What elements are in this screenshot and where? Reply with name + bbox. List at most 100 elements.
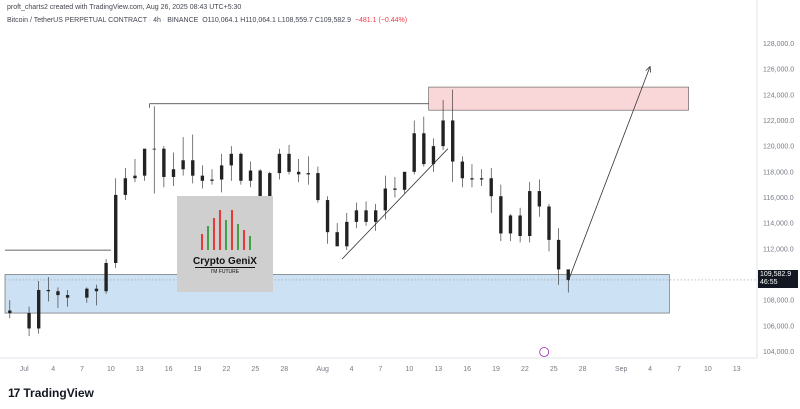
y-tick-label: 126,000.0 [763, 67, 794, 74]
rising-trendline [341, 148, 449, 260]
x-tick-label: 7 [379, 366, 383, 373]
candle-down [46, 289, 51, 292]
symbol-interval[interactable]: 4h [153, 17, 161, 24]
y-tick-label: 118,000.0 [763, 169, 794, 176]
y-tick-label: 106,000.0 [763, 323, 794, 330]
x-tick-label: 7 [80, 366, 84, 373]
candle-countdown: 46:55 [760, 279, 778, 286]
event-marker-icon [539, 347, 550, 357]
y-tick-label: 108,000.0 [763, 298, 794, 305]
x-tick-label: Sep [615, 366, 628, 373]
candle-down [499, 196, 503, 234]
separator-dot: · [148, 17, 154, 24]
candle-down [162, 148, 166, 177]
x-tick-label: 16 [165, 366, 173, 373]
symbol-exchange: BINANCE [167, 17, 199, 24]
candle-up [268, 173, 272, 203]
candle-up [152, 148, 156, 150]
x-tick-label: 16 [463, 366, 471, 373]
price-change: −481.1 (−0.44%) [354, 17, 408, 24]
x-tick-label: 28 [280, 366, 288, 373]
y-tick-label: 112,000.0 [763, 246, 794, 253]
candle-down [258, 170, 262, 203]
watermark-logo: Crypto GeniX I'M FUTURE [177, 196, 273, 292]
x-tick-label: 7 [677, 366, 681, 373]
candle-down [556, 239, 561, 270]
x-tick-label: Jul [20, 366, 29, 373]
candle-down [325, 200, 330, 233]
x-tick-label: 25 [251, 366, 259, 373]
y-tick-label: 122,000.0 [763, 118, 794, 125]
candle-down [460, 161, 465, 179]
x-tick-label: 19 [492, 366, 500, 373]
y-tick-label: 124,000.0 [763, 92, 794, 99]
candle-down [393, 188, 397, 190]
candle-down [422, 133, 426, 165]
candle-down [94, 288, 99, 292]
candle-up [133, 175, 137, 179]
candle-up [479, 178, 484, 180]
candle-up [412, 133, 416, 172]
x-tick-label: 10 [405, 366, 413, 373]
candle-down [200, 175, 205, 181]
y-tick-label: 114,000.0 [763, 221, 794, 228]
candle-up [383, 188, 387, 211]
x-tick-label: 22 [223, 366, 231, 373]
candle-up [104, 262, 108, 292]
y-tick-label: 128,000.0 [763, 41, 794, 48]
current-price-tag: 109,582.9 46:55 [758, 270, 798, 288]
symbol-name[interactable]: Bitcoin / TetherUS PERPETUAL CONTRACT [7, 17, 147, 24]
candle-down [239, 153, 243, 181]
candle-up [85, 288, 89, 298]
candle-down [537, 191, 542, 207]
candle-down [335, 232, 339, 247]
candle-down [27, 313, 31, 329]
candle-up [354, 210, 359, 222]
x-tick-label: 4 [648, 366, 652, 373]
candle-up [114, 194, 118, 263]
candle-up [37, 289, 41, 329]
separator-dot: · [162, 17, 168, 24]
candle-up [142, 148, 147, 176]
candle-down [56, 291, 60, 296]
x-tick-label: 28 [579, 366, 587, 373]
x-tick-label: 4 [51, 366, 55, 373]
candle-up [345, 221, 349, 247]
candle-down [451, 120, 455, 162]
x-tick-label: 19 [194, 366, 202, 373]
watermark-bars-icon [201, 210, 251, 250]
candle-down [287, 153, 291, 172]
candle-down [364, 210, 368, 222]
candle-down [65, 295, 70, 298]
candle-up [277, 153, 282, 174]
candle-up [508, 215, 513, 234]
projection-arrow-line [567, 66, 651, 282]
candle-up [181, 160, 185, 170]
candle-down [489, 178, 493, 197]
x-tick-label: 25 [550, 366, 558, 373]
y-tick-label: 116,000.0 [763, 195, 794, 202]
tradingview-logo[interactable]: 17 TradingView [8, 386, 94, 400]
y-tick-label: 120,000.0 [763, 144, 794, 151]
candle-down [566, 269, 570, 280]
x-tick-label: 13 [733, 366, 741, 373]
x-tick-label: 13 [434, 366, 442, 373]
candle-up [402, 171, 407, 190]
candle-up [248, 170, 253, 181]
candle-down [296, 171, 301, 175]
candle-up [306, 173, 310, 175]
candle-up [528, 191, 532, 237]
projection-arrow-head [645, 65, 652, 73]
candle-down [547, 206, 551, 240]
x-tick-label: 10 [107, 366, 115, 373]
y-tick-label: 104,000.0 [763, 349, 794, 356]
candle-down [470, 178, 474, 180]
candle-up [374, 210, 378, 222]
candle-down [8, 310, 12, 314]
symbol-info-line: Bitcoin / TetherUS PERPETUAL CONTRACT · … [7, 17, 407, 24]
candle-up [210, 179, 214, 181]
tradingview-brand: TradingView [23, 386, 94, 400]
watermark-title: Crypto GeniX [193, 256, 257, 267]
candle-up [171, 169, 176, 177]
